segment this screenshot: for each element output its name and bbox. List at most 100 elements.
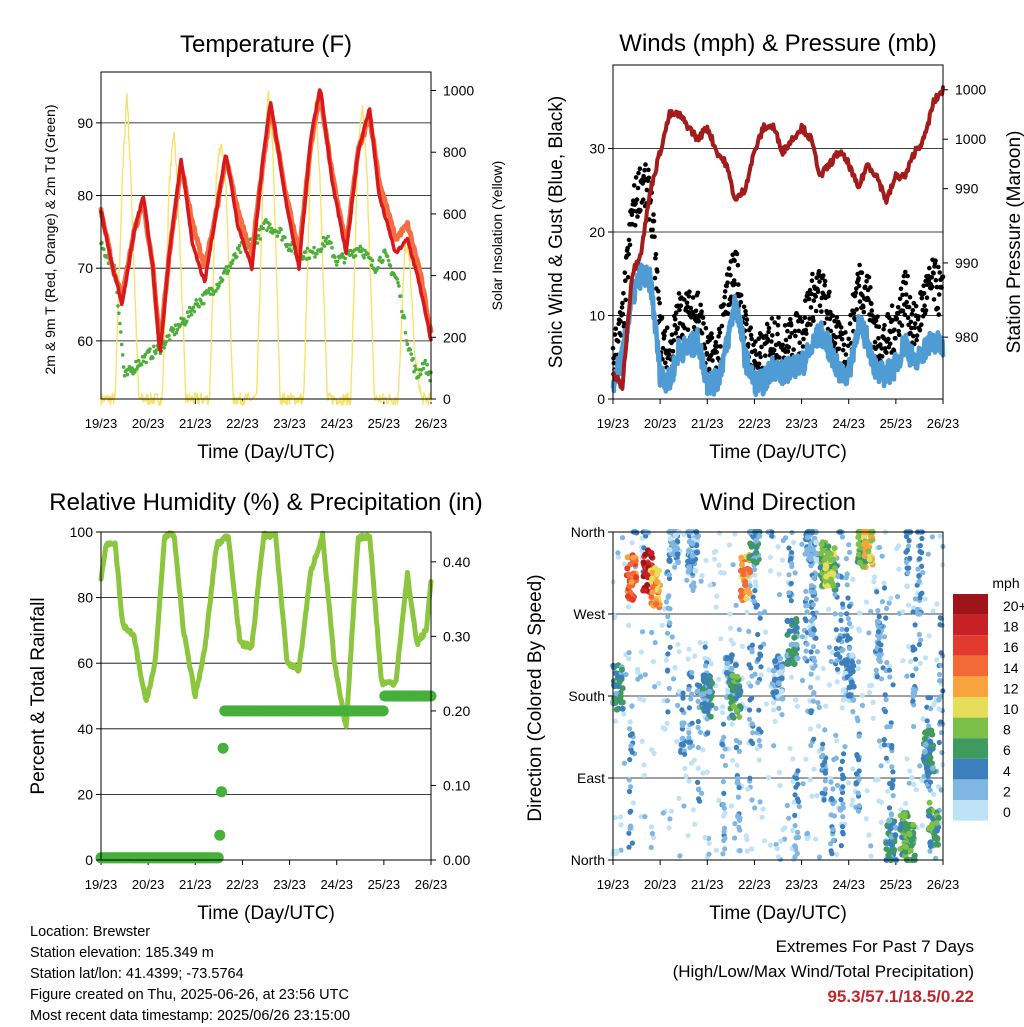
y-right-tick-label: 800 [443,144,467,160]
series-point-direction [634,530,640,536]
series-point-direction [834,666,841,672]
series-point-dewpoint [233,252,237,256]
series-point-direction [878,676,885,682]
series-point-direction [680,690,686,696]
series-point-gust [909,311,915,317]
series-point-direction [892,832,899,839]
series-point-gust [912,325,917,331]
series-point-direction [727,694,734,700]
series-point-direction [809,589,815,595]
series-point-dewpoint [139,362,144,367]
series-point-direction [702,834,708,841]
series-point-direction [913,787,919,793]
series-point-direction [735,794,742,800]
series-point-direction [749,642,756,648]
series-point-direction [892,824,899,831]
series-point-direction [876,635,883,641]
series-point-direction [621,760,628,766]
series-point-direction [896,566,902,572]
series-point-direction [674,545,681,552]
series-point-dewpoint [402,316,407,320]
series-point-gust [673,330,678,336]
series-point-direction [721,790,727,797]
series-point-direction [733,602,739,608]
series-point-direction [756,533,763,539]
series-point-direction [704,705,711,712]
series-point-direction [871,579,877,585]
series-point-direction [881,585,888,591]
x-tick-label: 19/23 [85,416,118,431]
legend-label: 0 [1003,804,1011,820]
series-point-gust [613,326,619,332]
series-point-direction [902,820,909,827]
series-point-gust [718,344,723,349]
series-point-gust [929,284,935,290]
series-point-gust [816,268,822,274]
series-point-gust [803,298,808,303]
series-point-gust [887,341,893,347]
series-point-direction [926,747,933,754]
series-point-gust [903,269,908,275]
series-point-gust [766,329,771,335]
series-point-direction [679,707,685,713]
series-point-gust [672,316,678,322]
series-point-dewpoint [120,353,125,357]
series-point-direction [779,712,785,718]
series-point-gust [650,227,655,233]
series-point-direction [830,570,837,577]
series-point-direction [792,570,798,576]
series-point-gust [881,326,886,332]
series-point-dewpoint [321,235,326,240]
series-point-dewpoint [315,251,319,256]
series-point-gust [789,331,794,336]
series-point-direction [868,853,874,859]
series-point-direction [699,691,706,698]
series-point-gust [780,342,785,348]
series-point-direction [737,827,743,833]
series-point-gust [625,245,630,251]
series-point-gust [788,322,794,328]
legend-label: 18 [1003,619,1019,635]
series-point-direction [830,826,836,833]
series-point-direction [697,729,704,735]
series-point-direction [792,823,798,829]
series-point-direction [619,705,626,712]
series-point-direction [627,726,633,732]
series-point-gust [933,258,938,264]
series-point-gust [748,332,754,338]
series-point-direction [816,704,822,711]
series-point-dewpoint [416,374,421,379]
series-point-direction [752,579,759,585]
series-point-gust [764,321,770,327]
series-point-direction [884,659,890,666]
series-point-gust [917,328,923,333]
y-axis-label: Direction (Colored By Speed) [525,574,546,821]
series-point-direction [889,812,895,818]
series-point-dewpoint [214,289,218,293]
plot-frame [100,71,432,400]
series-point-gust [907,294,913,300]
series-point-direction [729,672,736,679]
series-point-dewpoint [144,360,149,365]
series-point-gust [717,330,723,335]
series-point-direction [905,602,912,608]
series-point-dewpoint [381,258,385,263]
series-point-direction [827,550,834,557]
series-point-direction [760,806,766,812]
series-point-gust [937,270,942,275]
series-point-direction [791,634,798,641]
series-point-direction [689,552,696,559]
series-point-gust [633,175,639,180]
series-point-gust [935,306,941,311]
series-point-direction [840,784,846,790]
series-point-direction [698,578,704,584]
series-point-direction [779,695,786,702]
series-point-gust [635,185,641,191]
series-point-direction [653,601,660,608]
series-point-direction [767,842,774,848]
series-point-direction [838,611,844,618]
series-point-direction [641,772,647,779]
series-point-direction [638,674,644,680]
series-point-direction [903,533,910,540]
series-point-direction [628,743,634,749]
